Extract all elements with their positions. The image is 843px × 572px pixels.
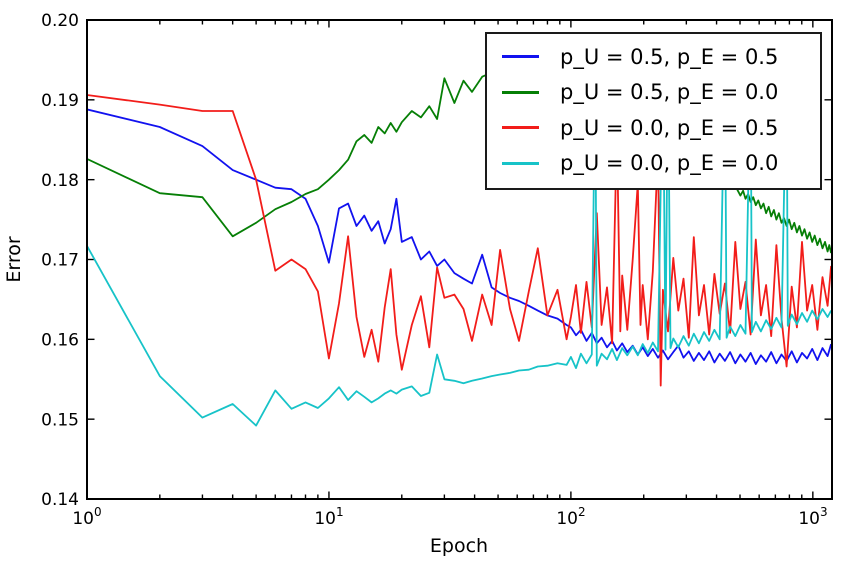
legend-entry: p_U = 0.0, p_E = 0.0 — [487, 150, 820, 177]
xtick-label-1000: 103 — [798, 505, 827, 529]
series-line-0 — [87, 108, 832, 366]
legend: p_U = 0.5, p_E = 0.5 p_U = 0.5, p_E = 0.… — [485, 32, 822, 190]
ytick-label-015: 0.15 — [41, 410, 79, 430]
axes-frame — [86, 19, 833, 500]
legend-entry: p_U = 0.0, p_E = 0.5 — [487, 114, 820, 141]
xtick-label-10: 101 — [314, 505, 343, 529]
legend-line-sample-green — [502, 90, 539, 94]
series-line-3 — [87, 55, 832, 427]
legend-entry: p_U = 0.5, p_E = 0.5 — [487, 43, 820, 70]
x-axis-label: Epoch — [430, 535, 488, 557]
legend-entry: p_U = 0.5, p_E = 0.0 — [487, 79, 820, 106]
ytick-label-020: 0.20 — [41, 11, 79, 31]
legend-line-sample-red — [502, 126, 539, 130]
legend-label: p_U = 0.5, p_E = 0.0 — [560, 80, 779, 105]
ytick-label-019: 0.19 — [41, 91, 79, 111]
ytick-label-018: 0.18 — [41, 171, 79, 191]
legend-label: p_U = 0.0, p_E = 0.0 — [560, 151, 779, 176]
legend-label: p_U = 0.0, p_E = 0.5 — [560, 115, 779, 140]
legend-line-sample-cyan — [502, 161, 539, 165]
ytick-label-017: 0.17 — [41, 251, 79, 271]
y-axis-label: Error — [3, 236, 25, 283]
series-line-2 — [87, 94, 832, 387]
xtick-label-1: 100 — [72, 505, 101, 529]
xtick-label-100: 102 — [556, 505, 585, 529]
legend-label: p_U = 0.5, p_E = 0.5 — [560, 44, 779, 69]
ytick-label-014: 0.14 — [41, 490, 79, 510]
legend-line-sample-blue — [502, 55, 539, 58]
ytick-label-016: 0.16 — [41, 330, 79, 350]
